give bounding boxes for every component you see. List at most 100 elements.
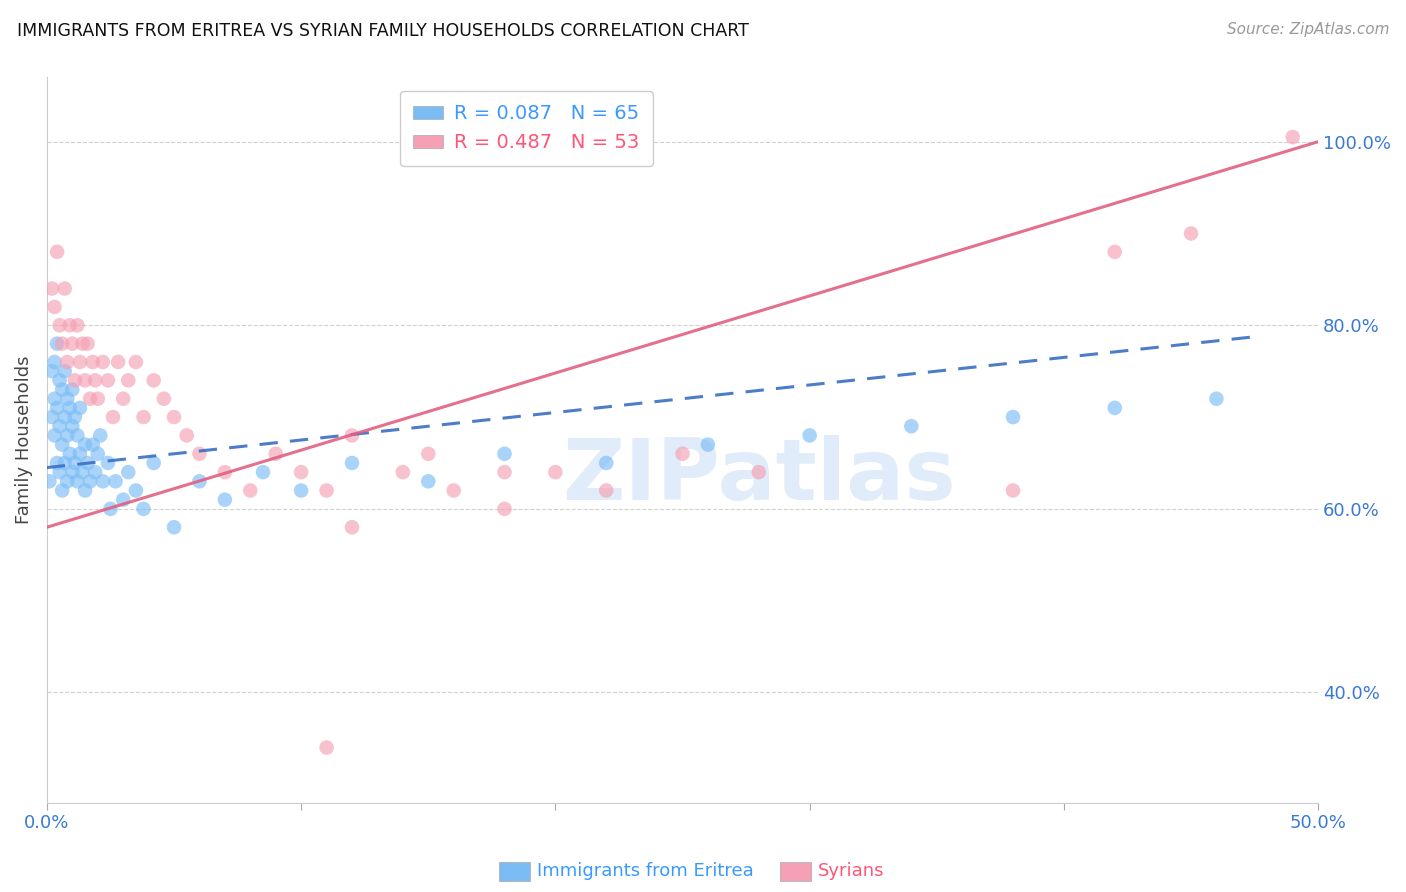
Point <box>290 483 312 498</box>
Point <box>97 456 120 470</box>
Point <box>46 244 69 259</box>
Point <box>418 447 440 461</box>
Point <box>117 465 139 479</box>
Point <box>1281 130 1303 145</box>
Point <box>44 428 66 442</box>
Point <box>100 501 122 516</box>
Point <box>63 410 86 425</box>
Point <box>53 364 76 378</box>
Point <box>125 483 148 498</box>
Point <box>69 401 91 415</box>
Point <box>340 428 363 442</box>
Text: IMMIGRANTS FROM ERITREA VS SYRIAN FAMILY HOUSEHOLDS CORRELATION CHART: IMMIGRANTS FROM ERITREA VS SYRIAN FAMILY… <box>17 22 749 40</box>
Point <box>44 355 66 369</box>
Point <box>900 419 922 434</box>
Point <box>48 419 70 434</box>
Point <box>443 483 465 498</box>
Point <box>1002 483 1025 498</box>
Point <box>46 456 69 470</box>
Text: ZIPatlas: ZIPatlas <box>562 434 956 517</box>
Text: Syrians: Syrians <box>818 863 884 880</box>
Point <box>214 465 236 479</box>
Point <box>340 456 363 470</box>
Point <box>73 437 96 451</box>
Point <box>51 437 73 451</box>
Point <box>63 456 86 470</box>
Point <box>112 392 135 406</box>
Point <box>87 392 110 406</box>
Point <box>48 373 70 387</box>
Point <box>66 428 89 442</box>
Point <box>142 456 165 470</box>
Point <box>82 437 104 451</box>
Point <box>48 465 70 479</box>
Point <box>214 492 236 507</box>
Point <box>56 355 79 369</box>
Point <box>252 465 274 479</box>
Point <box>1180 227 1202 241</box>
Point <box>163 520 186 534</box>
Point <box>53 410 76 425</box>
Point <box>60 465 83 479</box>
Point <box>132 501 155 516</box>
Point <box>76 456 98 470</box>
Point <box>60 336 83 351</box>
Point <box>595 456 617 470</box>
Point <box>799 428 821 442</box>
Point <box>1104 244 1126 259</box>
Point <box>107 355 129 369</box>
Point <box>79 475 101 489</box>
Point <box>748 465 770 479</box>
Point <box>188 475 211 489</box>
Legend: R = 0.087   N = 65, R = 0.487   N = 53: R = 0.087 N = 65, R = 0.487 N = 53 <box>399 91 654 166</box>
Point <box>59 401 82 415</box>
Point <box>132 410 155 425</box>
Point <box>125 355 148 369</box>
Point <box>41 281 63 295</box>
Point <box>59 447 82 461</box>
Point <box>239 483 262 498</box>
Point <box>59 318 82 333</box>
Point <box>63 373 86 387</box>
Point <box>46 336 69 351</box>
Point <box>97 373 120 387</box>
Point <box>56 475 79 489</box>
Point <box>392 465 415 479</box>
Point <box>48 318 70 333</box>
Point <box>1104 401 1126 415</box>
Point <box>153 392 176 406</box>
Point <box>176 428 198 442</box>
Point <box>73 373 96 387</box>
Point <box>494 465 516 479</box>
Point <box>66 475 89 489</box>
Point <box>38 475 60 489</box>
Point <box>697 437 720 451</box>
Point <box>315 740 337 755</box>
Point <box>671 447 693 461</box>
Point <box>91 475 114 489</box>
Point <box>69 447 91 461</box>
Point <box>340 520 363 534</box>
Point <box>60 419 83 434</box>
Point <box>117 373 139 387</box>
Point <box>79 392 101 406</box>
Point <box>41 410 63 425</box>
Point <box>84 373 107 387</box>
Text: Immigrants from Eritrea: Immigrants from Eritrea <box>537 863 754 880</box>
Point <box>56 428 79 442</box>
Point <box>51 383 73 397</box>
Point <box>142 373 165 387</box>
Point <box>69 355 91 369</box>
Point <box>104 475 127 489</box>
Point <box>1002 410 1025 425</box>
Point <box>91 355 114 369</box>
Point <box>87 447 110 461</box>
Point <box>66 318 89 333</box>
Point <box>494 501 516 516</box>
Point <box>418 475 440 489</box>
Y-axis label: Family Households: Family Households <box>15 356 32 524</box>
Point <box>44 392 66 406</box>
Point <box>76 336 98 351</box>
Point <box>315 483 337 498</box>
Point <box>163 410 186 425</box>
